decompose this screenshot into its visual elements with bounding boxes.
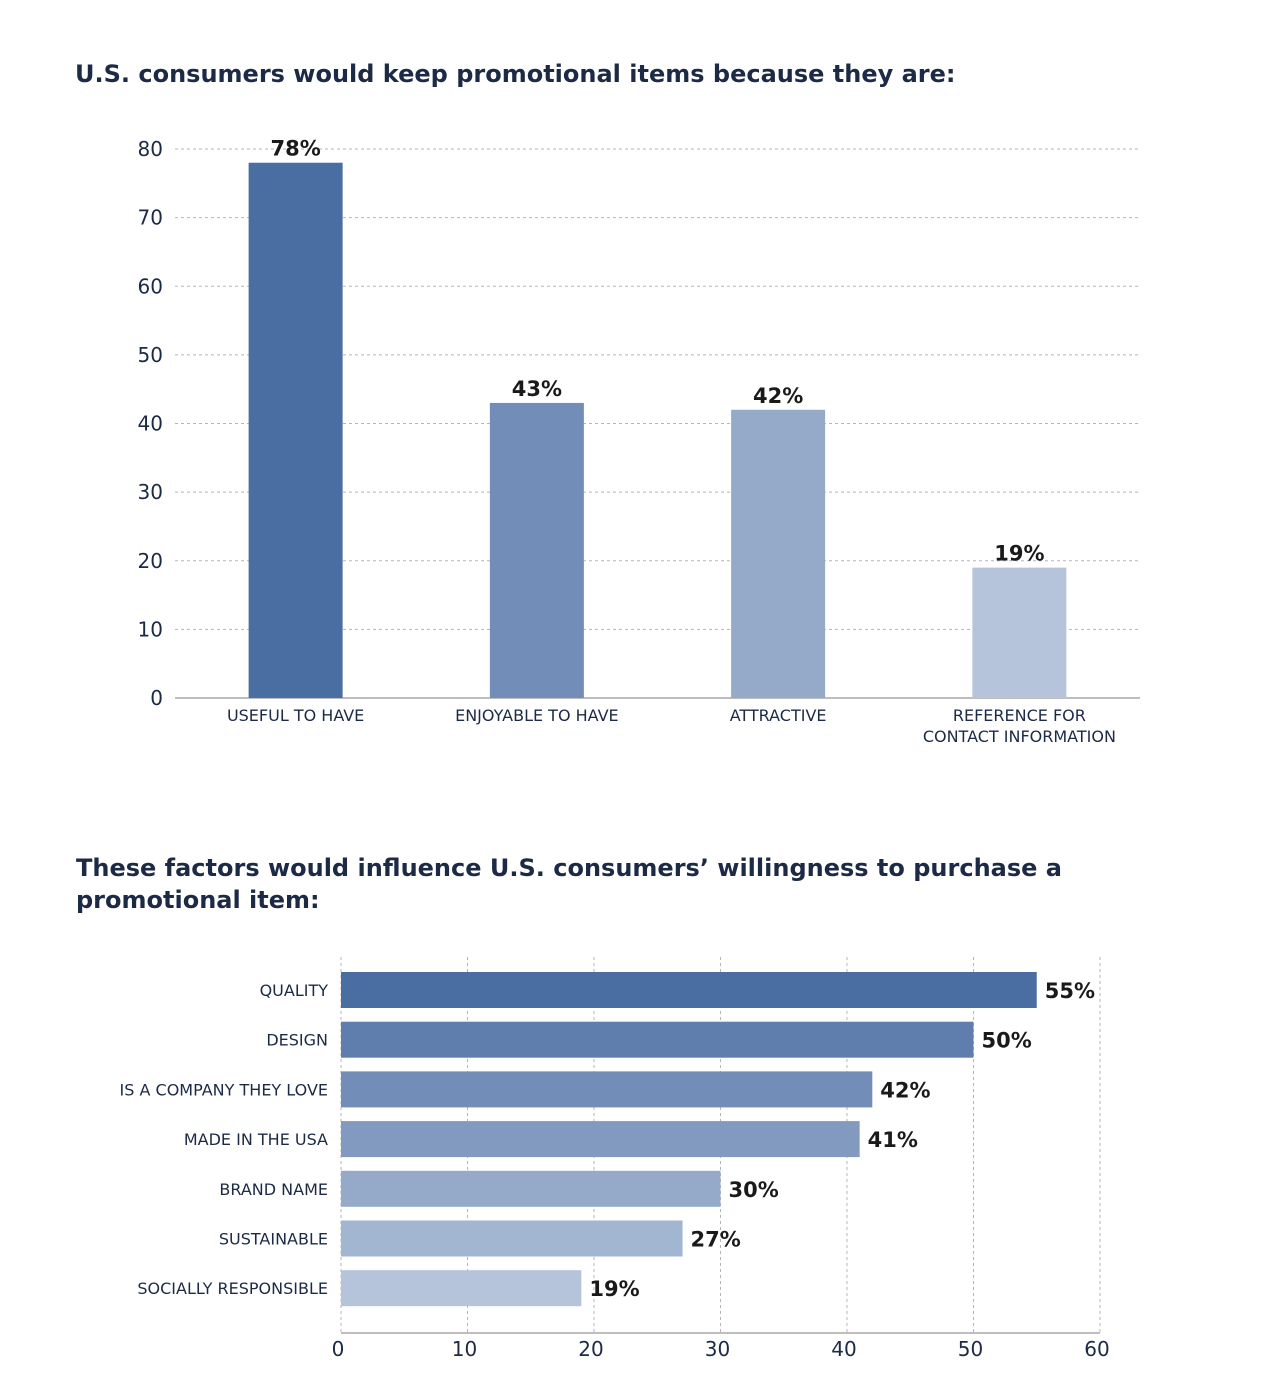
x-tick-label: 40 (831, 1337, 856, 1361)
x-tick-label: 20 (578, 1337, 603, 1361)
bar (341, 1071, 873, 1108)
chart-1-plot: 0 10 20 30 40 50 60 70 80 78% USEFUL TO HAVE 43% ENJ… (138, 137, 1140, 746)
data-label: 43% (512, 377, 562, 401)
bar (972, 567, 1067, 698)
bar (341, 1220, 683, 1257)
chart-1-title: U.S. consumers would keep promotional it… (75, 60, 956, 88)
bar (731, 409, 826, 698)
data-label: 19% (589, 1277, 639, 1301)
y-tick-label: 20 (138, 549, 163, 573)
data-label: 19% (994, 542, 1044, 566)
x-category-label: REFERENCE FOR CONTACT INFORMATION (923, 706, 1116, 746)
bar (341, 1170, 721, 1207)
data-label: 78% (270, 137, 320, 161)
bar (341, 1121, 860, 1158)
x-tick-label: 0 (332, 1337, 345, 1361)
x-tick-label: 10 (452, 1337, 477, 1361)
y-tick-label: 40 (138, 412, 163, 436)
bar (341, 1021, 974, 1058)
bar (248, 162, 343, 699)
y-category-label: SOCIALLY RESPONSIBLE (137, 1279, 328, 1298)
y-tick-label: 60 (138, 274, 163, 298)
y-tick-label: 80 (138, 137, 163, 161)
data-label: 42% (753, 384, 803, 408)
y-category-label: DESIGN (266, 1031, 328, 1050)
data-label: 55% (1045, 979, 1095, 1003)
bar (489, 402, 584, 698)
data-label: 41% (868, 1128, 918, 1152)
data-label: 50% (982, 1029, 1032, 1053)
x-category-label: ATTRACTIVE (730, 706, 827, 725)
y-category-label: SUSTAINABLE (219, 1230, 328, 1249)
x-category-label: USEFUL TO HAVE (227, 706, 364, 725)
x-tick-label: 30 (705, 1337, 730, 1361)
bar (341, 1270, 582, 1307)
y-category-label: MADE IN THE USA (184, 1130, 328, 1149)
x-tick-label: 60 (1084, 1337, 1109, 1361)
x-tick-label: 50 (958, 1337, 983, 1361)
data-label: 42% (880, 1078, 930, 1102)
y-category-label: BRAND NAME (219, 1180, 328, 1199)
data-label: 27% (691, 1228, 741, 1252)
y-tick-label: 70 (138, 206, 163, 230)
y-tick-label: 30 (138, 480, 163, 504)
chart-2-title: These factors would influence U.S. consu… (76, 854, 1062, 914)
x-category-label: ENJOYABLE TO HAVE (455, 706, 619, 725)
y-category-label: IS A COMPANY THEY LOVE (120, 1080, 328, 1099)
y-tick-label: 0 (150, 686, 163, 710)
y-tick-label: 50 (138, 343, 163, 367)
data-label: 30% (729, 1178, 779, 1202)
y-tick-label: 10 (138, 617, 163, 641)
y-category-label: QUALITY (260, 981, 329, 1000)
bar (341, 972, 1037, 1008)
